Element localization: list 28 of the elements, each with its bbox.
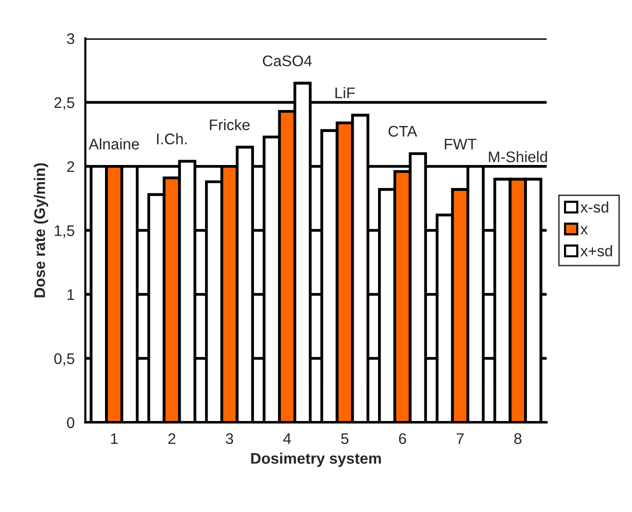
annotation: CaSO4: [262, 55, 312, 66]
y-tick-label: 1: [68, 289, 74, 300]
annotation: CTA: [388, 126, 418, 137]
x-tick-label: 6: [399, 433, 406, 444]
legend-label: x: [580, 226, 588, 234]
annotation: LiF: [335, 87, 355, 98]
x-tick-label: 4: [283, 433, 291, 444]
legend-label: x-sd: [580, 201, 608, 213]
y-axis-title: Dose rate (Gy/min): [34, 163, 48, 298]
y-tick-label: 0,5: [54, 353, 74, 366]
y-tick-label: 0: [67, 417, 74, 428]
y-tick-label: 1,5: [54, 225, 74, 238]
x-tick-label: 8: [514, 433, 522, 444]
y-tick-label: 3: [66, 33, 74, 44]
annotation: Fricke: [210, 119, 250, 130]
x-tick-label: 2: [168, 433, 176, 444]
annotation: I.Ch.: [157, 133, 187, 144]
x-tick-label: 7: [456, 433, 464, 444]
x-axis-title: Dosimetry system: [251, 452, 381, 467]
y-tick-label: 2,5: [54, 97, 74, 110]
annotation: FWT: [444, 138, 476, 150]
x-tick-label: 5: [341, 433, 348, 444]
legend-label: x+sd: [580, 245, 612, 256]
annotation: Alnaine: [88, 138, 139, 150]
y-tick-label: 2: [67, 161, 74, 172]
annotation: M-Shield: [488, 151, 548, 162]
x-tick-label: 1: [111, 433, 118, 444]
x-tick-label: 3: [226, 433, 234, 444]
